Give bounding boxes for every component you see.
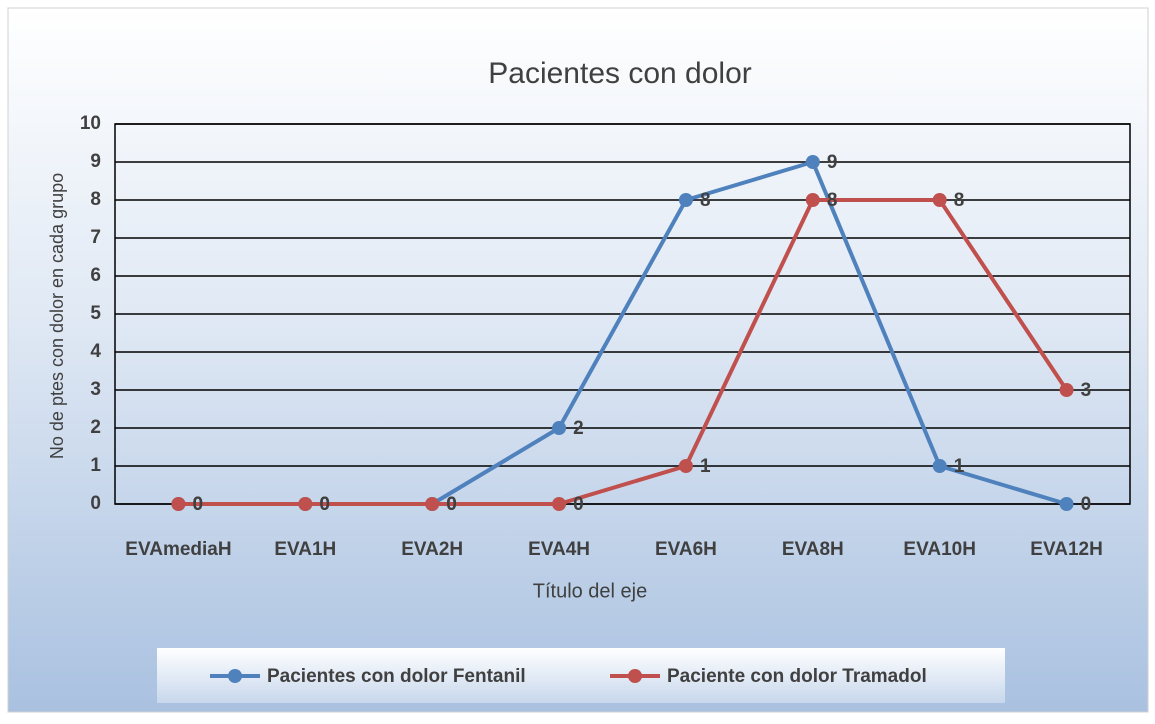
data-label: 9	[827, 152, 838, 173]
data-point	[932, 459, 947, 473]
y-tick-label: 1	[90, 455, 101, 476]
x-tick-label: EVA10H	[903, 539, 976, 560]
data-label: 0	[446, 494, 457, 515]
x-tick-label: EVA1H	[274, 539, 336, 560]
data-label: 3	[1081, 380, 1092, 401]
chart-background	[7, 7, 1149, 713]
legend-marker	[228, 669, 242, 683]
data-label: 1	[954, 456, 965, 477]
data-point	[1059, 497, 1074, 511]
data-label: 0	[192, 494, 203, 515]
data-point	[678, 459, 693, 473]
x-tick-label: EVAmediaH	[125, 539, 231, 560]
data-point	[552, 497, 567, 511]
y-tick-label: 2	[90, 417, 101, 438]
data-point	[171, 497, 186, 511]
data-point	[678, 193, 693, 207]
legend-label: Pacientes con dolor Fentanil	[267, 666, 526, 687]
y-tick-label: 9	[90, 151, 101, 172]
x-tick-label: EVA12H	[1030, 539, 1103, 560]
y-axis-title: No de ptes con dolor en cada grupo	[47, 173, 67, 459]
data-point	[805, 193, 820, 207]
legend-label: Paciente con dolor Tramadol	[667, 666, 927, 687]
data-label: 2	[573, 418, 584, 439]
y-tick-label: 0	[90, 493, 101, 514]
y-tick-label: 10	[80, 113, 101, 134]
legend-box	[157, 648, 1005, 703]
y-tick-label: 5	[90, 303, 101, 324]
data-label: 8	[827, 190, 838, 211]
data-label: 0	[319, 494, 330, 515]
data-point	[805, 155, 820, 169]
data-point	[932, 193, 947, 207]
data-point	[425, 497, 440, 511]
series-line	[178, 198, 1069, 506]
legend-marker	[628, 669, 642, 683]
y-tick-label: 7	[90, 227, 101, 248]
data-point	[1059, 383, 1074, 397]
data-point	[298, 497, 313, 511]
y-tick-label: 3	[90, 379, 101, 400]
data-label: 8	[954, 190, 965, 211]
x-tick-label: EVA6H	[655, 539, 717, 560]
x-tick-label: EVA2H	[401, 539, 463, 560]
x-tick-label: EVA8H	[782, 539, 844, 560]
y-tick-label: 8	[90, 189, 101, 210]
y-tick-label: 4	[90, 341, 101, 362]
plot-border	[114, 123, 1131, 505]
x-tick-label: EVA4H	[528, 539, 590, 560]
data-label: 0	[573, 494, 584, 515]
data-label: 8	[700, 190, 711, 211]
x-axis-title: Título del eje	[533, 580, 648, 602]
chart-title: Pacientes con dolor	[488, 57, 752, 90]
data-point	[552, 421, 567, 435]
data-label: 0	[1081, 494, 1092, 515]
y-tick-label: 6	[90, 265, 101, 286]
data-label: 1	[700, 456, 711, 477]
